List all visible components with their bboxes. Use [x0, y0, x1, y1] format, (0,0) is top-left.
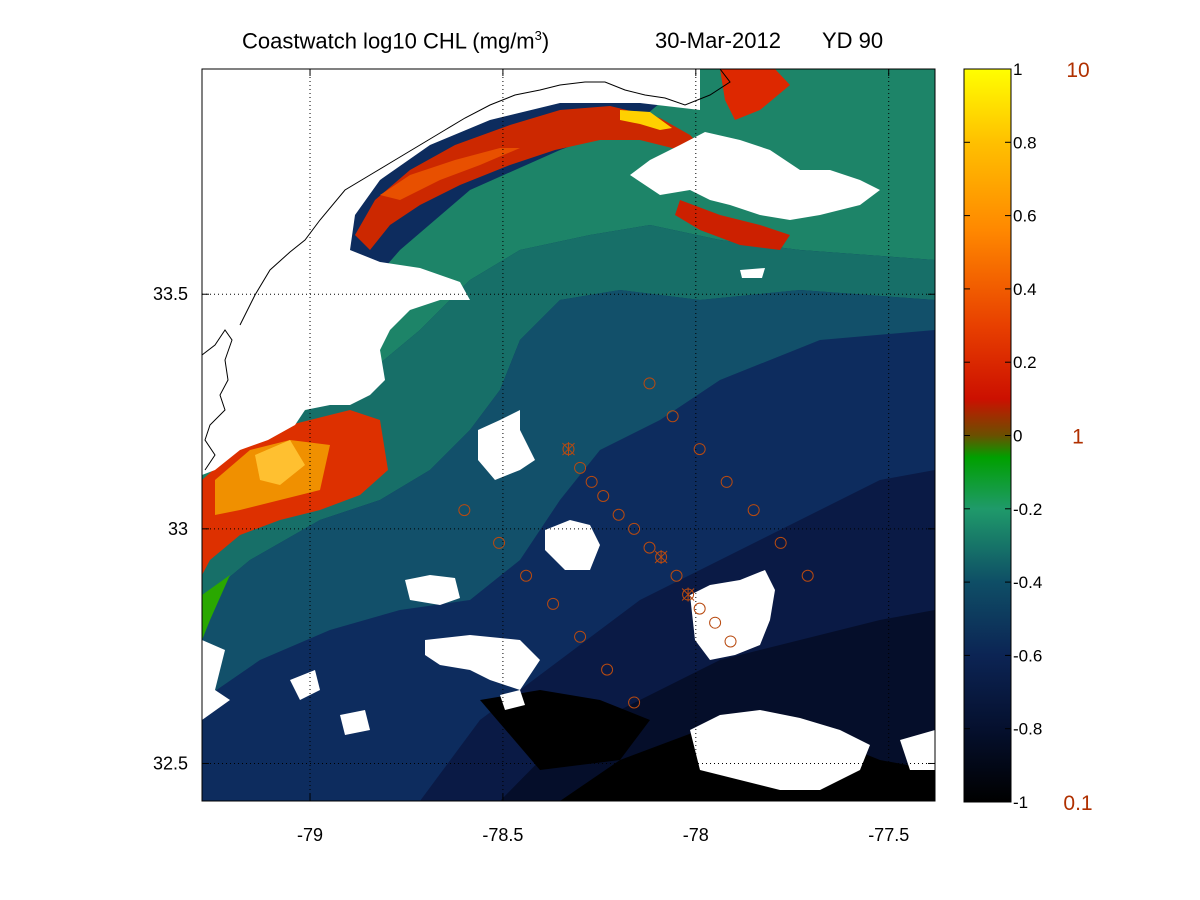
colorbar-concentration-label: 1	[1072, 426, 1084, 449]
colorbar-tick-label: -0.2	[1013, 500, 1042, 519]
station-marker	[724, 635, 737, 648]
station-marker	[774, 536, 787, 549]
title-yearday: YD 90	[822, 28, 884, 53]
y-axis-labels: 33.5 33 32.5	[153, 284, 188, 773]
station-marker	[574, 630, 587, 643]
station-marker	[693, 602, 706, 615]
colorbar-tick-label: 1	[1013, 60, 1022, 79]
station-marker	[801, 569, 814, 582]
station-marker	[666, 410, 679, 423]
station-marker	[458, 504, 471, 517]
station-marker	[628, 522, 641, 535]
station-marker	[574, 461, 587, 474]
colorbar-tick-label: 0.6	[1013, 207, 1037, 226]
station-marker	[693, 443, 706, 456]
station-marker	[643, 541, 656, 554]
station-marker	[601, 663, 614, 676]
x-axis-labels: -79 -78.5 -78 -77.5	[297, 825, 909, 845]
title-date: 30-Mar-2012	[655, 28, 781, 53]
station-marker	[585, 475, 598, 488]
station-marker	[747, 504, 760, 517]
station-marker	[493, 536, 506, 549]
station-marker	[720, 475, 733, 488]
station-marker	[520, 569, 533, 582]
y-tick-label: 32.5	[153, 753, 188, 773]
station-marker	[612, 508, 625, 521]
station-marker	[597, 490, 610, 502]
x-tick-label: -78	[683, 825, 709, 845]
colorbar-tick-label: 0.8	[1013, 133, 1037, 152]
colorbar-ticks	[964, 68, 1011, 803]
y-tick-label: 33.5	[153, 284, 188, 304]
y-tick-label: 33	[168, 519, 188, 539]
colorbar-tick-label: 0.2	[1013, 353, 1037, 372]
title-variable: Coastwatch log10 CHL (mg/m3)	[242, 28, 550, 54]
station-marker	[670, 569, 683, 582]
colorbar-tick-label: 0	[1013, 427, 1022, 446]
colorbar-tick-label: 0.4	[1013, 280, 1037, 299]
chlorophyll-field	[202, 69, 935, 801]
x-tick-label: -77.5	[868, 825, 909, 845]
station-marker	[643, 377, 656, 390]
station-markers	[458, 377, 814, 709]
colorbar-tick-label: -1	[1013, 793, 1028, 812]
colorbar-labels: 1 0.8 0.6 0.4 0.2 0 -0.2 -0.4 -0.6 -0.8 -1	[1013, 60, 1042, 812]
station-marker	[709, 616, 722, 629]
colorbar-concentration-label: 0.1	[1063, 792, 1092, 815]
figure-title: Coastwatch log10 CHL (mg/m3) 30-Mar-2012…	[200, 28, 935, 58]
colorbar-concentration-labels: 10 1 0.1	[1063, 59, 1092, 815]
colorbar	[963, 68, 1012, 803]
colorbar-tick-label: -0.6	[1013, 646, 1042, 665]
station-marker	[547, 597, 560, 610]
colorbar-tick-label: -0.4	[1013, 573, 1042, 592]
x-tick-label: -78.5	[482, 825, 523, 845]
map-frame	[201, 68, 936, 802]
colorbar-tick-label: -0.8	[1013, 720, 1042, 739]
colorbar-concentration-label: 10	[1066, 59, 1089, 82]
station-marker	[628, 696, 641, 709]
x-tick-label: -79	[297, 825, 323, 845]
axis-ticks	[202, 69, 935, 801]
